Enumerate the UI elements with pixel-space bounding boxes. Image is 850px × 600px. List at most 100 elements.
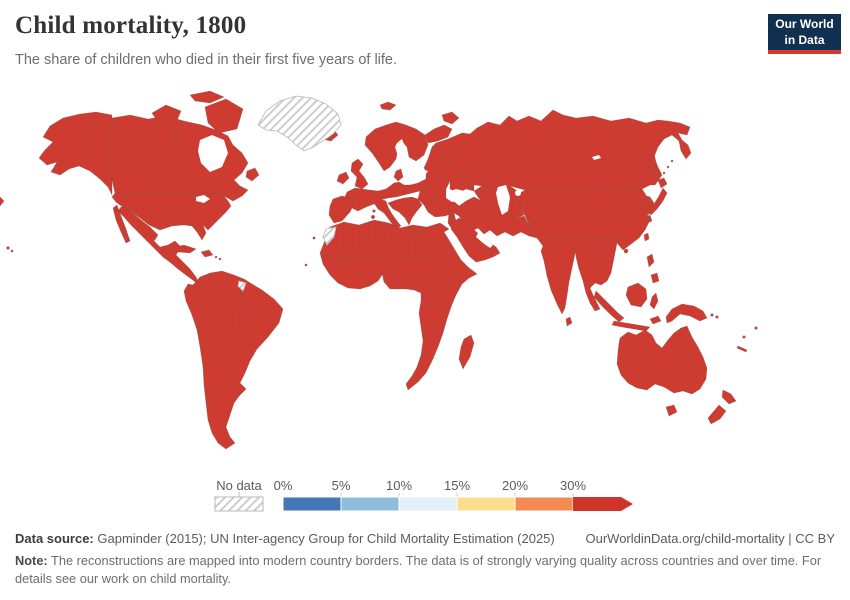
island-corsica[interactable] — [372, 209, 376, 213]
island-kuril-3[interactable] — [670, 159, 674, 163]
region-west-africa[interactable] — [319, 252, 386, 290]
island-fiji[interactable] — [754, 326, 758, 330]
water-lake-baikal — [592, 155, 601, 160]
island-ellesmere[interactable] — [189, 90, 225, 104]
island-tasmania[interactable] — [665, 404, 678, 417]
island-solomon-1[interactable] — [710, 313, 714, 317]
country-denmark[interactable] — [393, 168, 404, 182]
island-sakhalin[interactable] — [647, 151, 657, 178]
island-baffin[interactable] — [204, 98, 244, 134]
island-canary[interactable] — [312, 236, 316, 240]
island-vanuatu[interactable] — [742, 335, 746, 339]
region-indochina[interactable] — [574, 235, 618, 312]
legend-tick-5: 30% — [560, 478, 586, 493]
owid-logo-line1: Our World — [775, 17, 834, 31]
legend-bin-4[interactable] — [514, 496, 574, 512]
owid-logo-line2: in Data — [784, 32, 825, 47]
island-cyprus[interactable] — [448, 215, 452, 219]
region-french-guiana-no-data[interactable] — [237, 280, 247, 292]
region-baja-california[interactable] — [112, 204, 131, 244]
legend-bin-0[interactable] — [282, 496, 342, 512]
island-svalbard[interactable] — [379, 101, 397, 111]
region-iberia[interactable] — [328, 195, 355, 224]
country-india[interactable] — [540, 233, 580, 315]
country-ireland[interactable] — [336, 171, 350, 185]
nz-south-island[interactable] — [707, 404, 727, 425]
island-kyushu[interactable] — [645, 214, 653, 224]
no-data-regions — [237, 95, 342, 292]
island-novaya-zemlya[interactable] — [441, 111, 460, 125]
island-hainan[interactable] — [623, 248, 629, 254]
legend-tick-2: 10% — [386, 478, 412, 493]
legend-tick-0: 0% — [274, 478, 293, 493]
country-uk[interactable] — [350, 158, 369, 190]
continent-south-america[interactable] — [183, 270, 284, 450]
island-hawaii-2[interactable] — [10, 249, 14, 253]
world-map-svg — [0, 90, 758, 450]
water-caspian-sea — [496, 185, 510, 215]
island-cape-verde[interactable] — [304, 263, 308, 267]
region-greenland-no-data[interactable] — [257, 95, 342, 152]
region-chukotka-wrap[interactable] — [0, 196, 5, 207]
island-timor[interactable] — [649, 315, 662, 325]
water-black-sea — [446, 189, 468, 202]
water-hudson-bay — [198, 135, 228, 172]
legend-bin-2[interactable] — [398, 496, 458, 512]
water-baltic-sea — [406, 169, 428, 181]
island-caribbean-2[interactable] — [218, 257, 222, 261]
data-source-text: Gapminder (2015); UN Inter-agency Group … — [97, 531, 555, 546]
island-hawaii[interactable] — [6, 246, 10, 250]
country-alaska[interactable] — [38, 111, 113, 196]
island-java[interactable] — [611, 320, 651, 332]
island-luzon[interactable] — [646, 253, 655, 268]
island-sulawesi[interactable] — [649, 292, 659, 310]
legend-bin-5-arrow[interactable] — [573, 497, 633, 511]
legend-bin-3[interactable] — [456, 496, 516, 512]
owid-logo[interactable]: Our World in Data — [768, 14, 841, 54]
island-southampton[interactable] — [169, 129, 185, 141]
country-italy[interactable] — [373, 198, 402, 230]
legend-tick-3: 15% — [444, 478, 470, 493]
region-central-south-africa[interactable] — [381, 249, 478, 391]
country-madagascar[interactable] — [458, 334, 475, 370]
page-title: Child mortality, 1800 — [15, 12, 247, 39]
region-siberia-russia[interactable] — [435, 109, 692, 191]
island-caribbean-1[interactable] — [214, 255, 218, 259]
region-arabia[interactable] — [450, 217, 501, 263]
island-borneo[interactable] — [625, 282, 648, 308]
island-honshu[interactable] — [647, 187, 668, 216]
country-cuba[interactable] — [171, 244, 197, 254]
island-new-caledonia[interactable] — [736, 345, 748, 353]
legend-bin-1[interactable] — [340, 496, 400, 512]
country-australia[interactable] — [616, 325, 708, 395]
island-kuril-1[interactable] — [662, 171, 666, 175]
data-source-line: Data source: Gapminder (2015); UN Inter-… — [15, 531, 555, 546]
island-sumatra[interactable] — [593, 290, 625, 323]
island-victoria[interactable] — [151, 104, 182, 126]
island-taiwan[interactable] — [643, 232, 650, 242]
legend-no-data-swatch[interactable] — [214, 496, 264, 512]
island-new-guinea[interactable] — [665, 303, 708, 324]
island-mindanao[interactable] — [650, 272, 660, 284]
legend-svg: No data 0% 5% 10% 15% 20% 30% — [214, 478, 633, 512]
island-newfoundland[interactable] — [245, 167, 260, 182]
page-subtitle: The share of children who died in their … — [15, 52, 398, 68]
island-crete[interactable] — [412, 229, 423, 235]
owid-citation-link[interactable]: OurWorldinData.org/child-mortality | CC … — [585, 531, 836, 546]
island-hokkaido[interactable] — [657, 177, 668, 189]
water-great-lakes — [196, 195, 210, 203]
footer-note: Note: The reconstructions are mapped int… — [15, 552, 832, 588]
note-text: The reconstructions are mapped into mode… — [15, 553, 822, 587]
region-kola[interactable] — [424, 124, 453, 144]
nz-north-island[interactable] — [721, 389, 737, 405]
island-kuril-2[interactable] — [666, 165, 670, 169]
footer-sources-row: Data source: Gapminder (2015); UN Inter-… — [15, 531, 835, 546]
country-sri-lanka[interactable] — [565, 316, 573, 327]
country-hispaniola[interactable] — [200, 249, 214, 258]
water-overlays — [196, 135, 601, 248]
region-western-sahara-no-data[interactable] — [322, 226, 337, 246]
island-sardinia[interactable] — [370, 215, 375, 220]
world-map — [0, 85, 850, 465]
region-balkans-greece[interactable] — [387, 196, 423, 226]
island-solomon-2[interactable] — [715, 315, 719, 319]
